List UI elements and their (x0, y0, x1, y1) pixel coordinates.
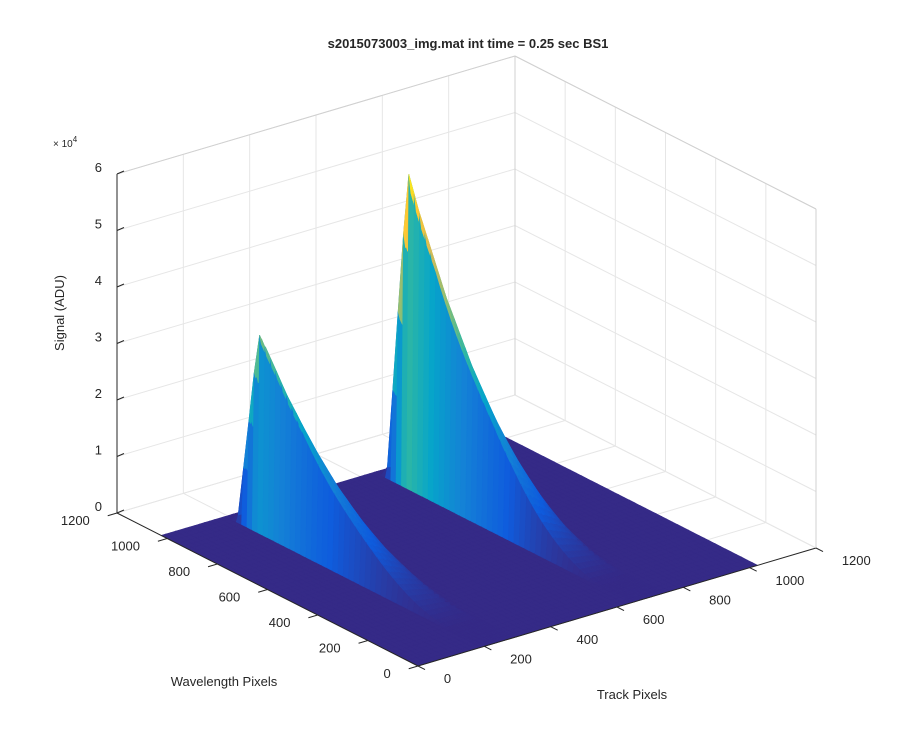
x-tick (683, 587, 690, 591)
x-tick (484, 646, 491, 650)
x-tick (418, 666, 425, 670)
x-tick (617, 607, 624, 611)
x-tick (551, 627, 558, 631)
